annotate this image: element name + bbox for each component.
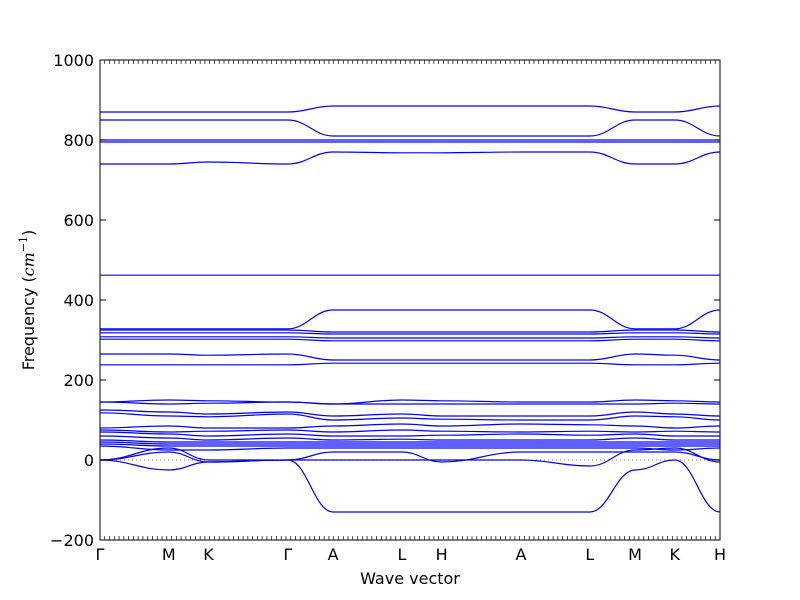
y-axis-label-sup: −1: [17, 236, 30, 252]
band-line-8: [100, 329, 721, 333]
x-tick-label: Γ: [283, 545, 292, 564]
band-line-21: [99, 435, 720, 441]
y-tick-label: 800: [63, 131, 94, 150]
y-tick-label: 600: [63, 211, 94, 230]
plot-content: [99, 105, 721, 513]
y-axis-label-math: cm: [19, 252, 38, 276]
band-line-13: [100, 362, 721, 366]
band-line-10: [99, 336, 721, 339]
band-line-20: [99, 431, 720, 437]
x-tick-label: A: [328, 545, 339, 564]
x-tick-label: L: [585, 545, 594, 564]
x-tick-label: H: [436, 545, 448, 564]
band-line-14: [99, 399, 721, 405]
band-line-22: [99, 439, 720, 443]
y-tick-label: 0: [84, 451, 94, 470]
y-tick-label: 400: [63, 291, 94, 310]
band-line-25: [99, 445, 721, 451]
band-line-24: [99, 443, 720, 447]
y-tick-label: 1000: [53, 51, 94, 70]
band-line-12: [99, 353, 721, 361]
band-line-15: [99, 401, 721, 405]
band-line-5: [100, 151, 721, 165]
axes-frame: [99, 59, 721, 541]
band-line-11: [99, 338, 721, 342]
y-axis-label: Frequency (cm−1): [17, 230, 38, 371]
y-axis-ticks: −200 0 200 400 600 800 1000: [50, 51, 720, 550]
band-line-19: [99, 429, 721, 433]
band-line-7: [99, 309, 721, 330]
band-line-23: [99, 441, 720, 445]
band-line-1: [100, 105, 721, 113]
band-line-18: [99, 423, 721, 429]
band-line-27: [99, 459, 721, 513]
y-axis-label-text: Frequency (: [19, 276, 38, 370]
y-tick-label: −200: [50, 531, 94, 550]
x-tick-label: A: [516, 545, 527, 564]
band-line-28: [99, 447, 721, 467]
band-line-2: [100, 119, 721, 137]
y-axis-label-close: ): [19, 230, 38, 236]
x-tick-label: L: [397, 545, 406, 564]
x-tick-label: K: [203, 545, 214, 564]
y-tick-label: 200: [63, 371, 94, 390]
x-tick-label: M: [162, 545, 176, 564]
band-line-16: [99, 409, 721, 417]
band-line-9: [100, 332, 721, 335]
x-tick-label: Γ: [96, 545, 105, 564]
x-tick-label: M: [628, 545, 642, 564]
x-tick-label: K: [669, 545, 680, 564]
band-line-17: [99, 412, 721, 421]
x-tick-label: H: [714, 545, 726, 564]
x-axis-label: Wave vector: [360, 569, 460, 588]
